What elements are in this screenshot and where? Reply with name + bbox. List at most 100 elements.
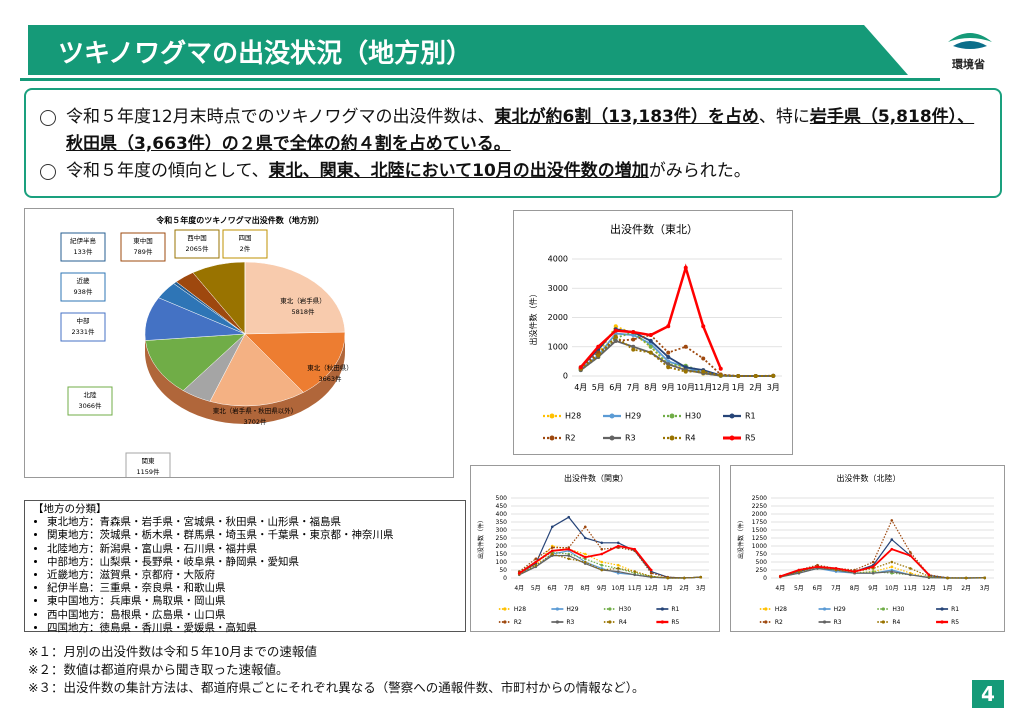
pie-slice xyxy=(145,333,246,391)
classification-item: 東中国地方：兵庫県・鳥取県・岡山県 xyxy=(47,595,457,608)
y-tick-label: 500 xyxy=(496,495,508,502)
legend-label: R2 xyxy=(514,619,522,626)
point xyxy=(616,544,620,548)
legend-swatch xyxy=(881,620,885,624)
x-tick-label: 1月 xyxy=(732,383,745,392)
pie-slice xyxy=(209,333,304,407)
x-tick-label: 11月 xyxy=(628,585,642,592)
page-number: 4 xyxy=(972,680,1004,708)
legend-swatch xyxy=(764,620,768,624)
point xyxy=(613,328,618,333)
series-line xyxy=(780,519,985,579)
line-chart: 出没件数（関東）出没件数（件）0501001502002503003504004… xyxy=(470,465,720,632)
line-chart: 出没件数（北陸） 出没件数（件） 0250500750100012501500175… xyxy=(730,465,1005,632)
point xyxy=(600,541,604,545)
legend-label: R1 xyxy=(671,606,679,613)
logo-icon xyxy=(948,33,992,49)
series-line xyxy=(780,567,985,579)
point xyxy=(753,374,758,378)
point xyxy=(890,560,894,564)
x-tick-label: 6月 xyxy=(609,383,622,392)
text: 令和５年度12月末時点でのツキノワグマの出没件数は、 xyxy=(66,107,495,127)
point xyxy=(701,356,706,361)
y-tick-label: 500 xyxy=(756,559,768,566)
x-tick-label: 4月 xyxy=(514,585,524,592)
x-tick-label: 5月 xyxy=(531,585,541,592)
point xyxy=(649,568,653,572)
legend-label: R3 xyxy=(834,619,842,626)
point xyxy=(771,373,776,378)
label-box xyxy=(120,232,166,262)
y-axis-label: 出没件数（件） xyxy=(528,290,538,346)
legend-swatch xyxy=(555,620,559,624)
label-box xyxy=(125,452,171,477)
point xyxy=(616,563,620,567)
y-tick-label: 350 xyxy=(496,519,508,526)
legend-swatch xyxy=(940,620,944,624)
point xyxy=(648,344,653,349)
chart-title: 令和５年度のツキノワグマ出没件数（地方別） xyxy=(155,215,323,225)
point xyxy=(666,350,671,355)
bullet-marker xyxy=(40,164,56,180)
legend-label: R3 xyxy=(625,434,636,443)
label-box xyxy=(222,229,268,259)
point xyxy=(666,359,671,364)
y-tick-label: 0 xyxy=(763,575,767,582)
point xyxy=(578,365,583,370)
legend-swatch xyxy=(669,435,675,441)
series-line xyxy=(580,325,774,377)
classification-list: 東北地方：青森県・岩手県・宮城県・秋田県・山形県・福島県関東地方：茨城県・栃木県… xyxy=(33,516,457,635)
y-tick-label: 2250 xyxy=(752,503,767,510)
legend-swatch xyxy=(764,607,768,611)
point xyxy=(567,557,571,561)
legend-swatch xyxy=(822,607,827,611)
slice-value: 5818件 xyxy=(291,307,315,316)
point xyxy=(890,547,894,551)
point xyxy=(871,560,875,564)
legend-label: R2 xyxy=(565,434,576,443)
point xyxy=(909,551,912,554)
point xyxy=(600,563,604,567)
point xyxy=(648,350,653,355)
pie-chart: 令和５年度のツキノワグマ出没件数（地方別） 東北（岩手県） 5818件東北（秋田県）… xyxy=(24,208,454,478)
point xyxy=(616,570,620,573)
point xyxy=(666,354,671,359)
y-tick-label: 50 xyxy=(499,567,507,574)
x-tick-label: 12月 xyxy=(712,383,730,392)
point xyxy=(701,369,706,374)
pie-slice xyxy=(244,261,346,335)
legend-swatch xyxy=(660,620,664,624)
slice-label: 東北（秋田県） xyxy=(307,363,353,372)
slice-label: 西中国 xyxy=(187,233,207,242)
note: ※１：月別の出没件数は令和５年10月までの速報値 xyxy=(28,644,317,659)
point xyxy=(583,560,587,564)
point xyxy=(648,333,653,338)
x-tick-label: 8月 xyxy=(850,585,860,592)
x-tick-label: 11月 xyxy=(694,383,712,392)
x-tick-label: 9月 xyxy=(662,383,675,392)
series-line xyxy=(518,525,701,579)
legend-swatch xyxy=(503,620,507,624)
point xyxy=(567,547,571,551)
point xyxy=(550,546,554,549)
point xyxy=(666,365,671,370)
x-tick-label: 5月 xyxy=(592,383,605,392)
text: 令和５年度の傾向として、 xyxy=(66,161,269,181)
legend-label: H28 xyxy=(565,412,581,421)
note: ※２：数値は都道府県から聞き取った速報値。 xyxy=(28,662,289,677)
point xyxy=(909,567,912,570)
point xyxy=(648,338,653,343)
point xyxy=(600,568,604,572)
point xyxy=(718,366,723,371)
slice-value: 2331件 xyxy=(71,327,95,336)
slice-label: 東北（岩手県・秋田県以外） xyxy=(213,406,298,415)
classification-item: 近畿地方：滋賀県・京都府・大阪府 xyxy=(47,569,457,582)
y-tick-label: 2000 xyxy=(548,313,568,322)
logo-text: 環境省 xyxy=(952,58,985,71)
y-tick-label: 100 xyxy=(496,559,508,566)
point xyxy=(631,337,636,342)
x-tick-label: 2月 xyxy=(961,585,971,592)
y-tick-label: 750 xyxy=(756,551,768,558)
legend-label: R2 xyxy=(775,619,783,626)
x-tick-label: 3月 xyxy=(980,585,990,592)
